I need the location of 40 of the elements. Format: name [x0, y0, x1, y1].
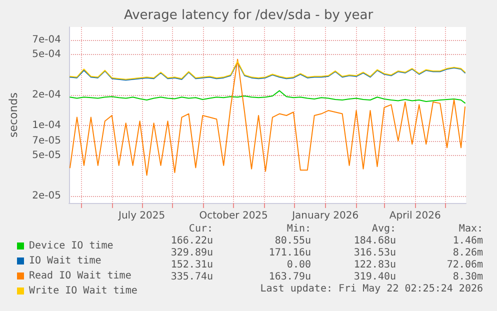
legend-label: Read IO Wait time [29, 270, 132, 282]
text: 152.31u [170, 260, 214, 270]
x-tick-label: January 2026 [291, 210, 359, 222]
text: 329.89u [170, 248, 214, 258]
text: Cur: [188, 224, 214, 234]
text: 80.55u [274, 236, 311, 246]
text: Min: [286, 224, 312, 234]
y-axis-title: seconds [7, 92, 20, 138]
text: Max: [458, 224, 484, 234]
x-tick-label: July 2025 [118, 210, 166, 222]
legend-label: Write IO Wait time [29, 286, 138, 296]
line-series [70, 58, 466, 176]
y-tick-label: 5e-04 [32, 49, 61, 60]
legend-label: Device IO time [29, 240, 114, 252]
legend-label: IO Wait time [29, 256, 102, 266]
text: 0.00 [286, 260, 312, 270]
y-tick-label: 7e-05 [32, 135, 61, 146]
x-tick-label: April 2026 [389, 210, 441, 222]
y-tick-label: 1e-04 [32, 120, 61, 131]
text: 122.83u [354, 260, 396, 270]
text: 72.06m [446, 260, 483, 270]
text: 1.46m [452, 236, 484, 246]
text: 184.68u [354, 236, 396, 246]
text: 8.30m [452, 272, 484, 282]
text: 163.79u [268, 272, 312, 282]
chart-title: Average latency for /dev/sda - by year [124, 8, 374, 23]
text: 171.16u [268, 248, 312, 258]
text: 316.53u [354, 248, 396, 258]
text: 335.74u [170, 272, 214, 282]
text: 8.26m [452, 248, 484, 258]
y-tick-label: 2e-05 [32, 190, 61, 202]
y-tick-label: 2e-04 [32, 89, 61, 100]
text: Last update: Fri May 22 02:25:24 2026 [260, 284, 484, 294]
y-tick-label: 7e-04 [32, 34, 61, 46]
x-tick-label: October 2025 [199, 210, 268, 222]
text: 166.22u [170, 236, 214, 246]
text: 319.40u [354, 272, 396, 282]
text: Avg: [372, 224, 396, 234]
y-tick-label: 5e-05 [32, 150, 61, 162]
line-series [70, 90, 466, 104]
